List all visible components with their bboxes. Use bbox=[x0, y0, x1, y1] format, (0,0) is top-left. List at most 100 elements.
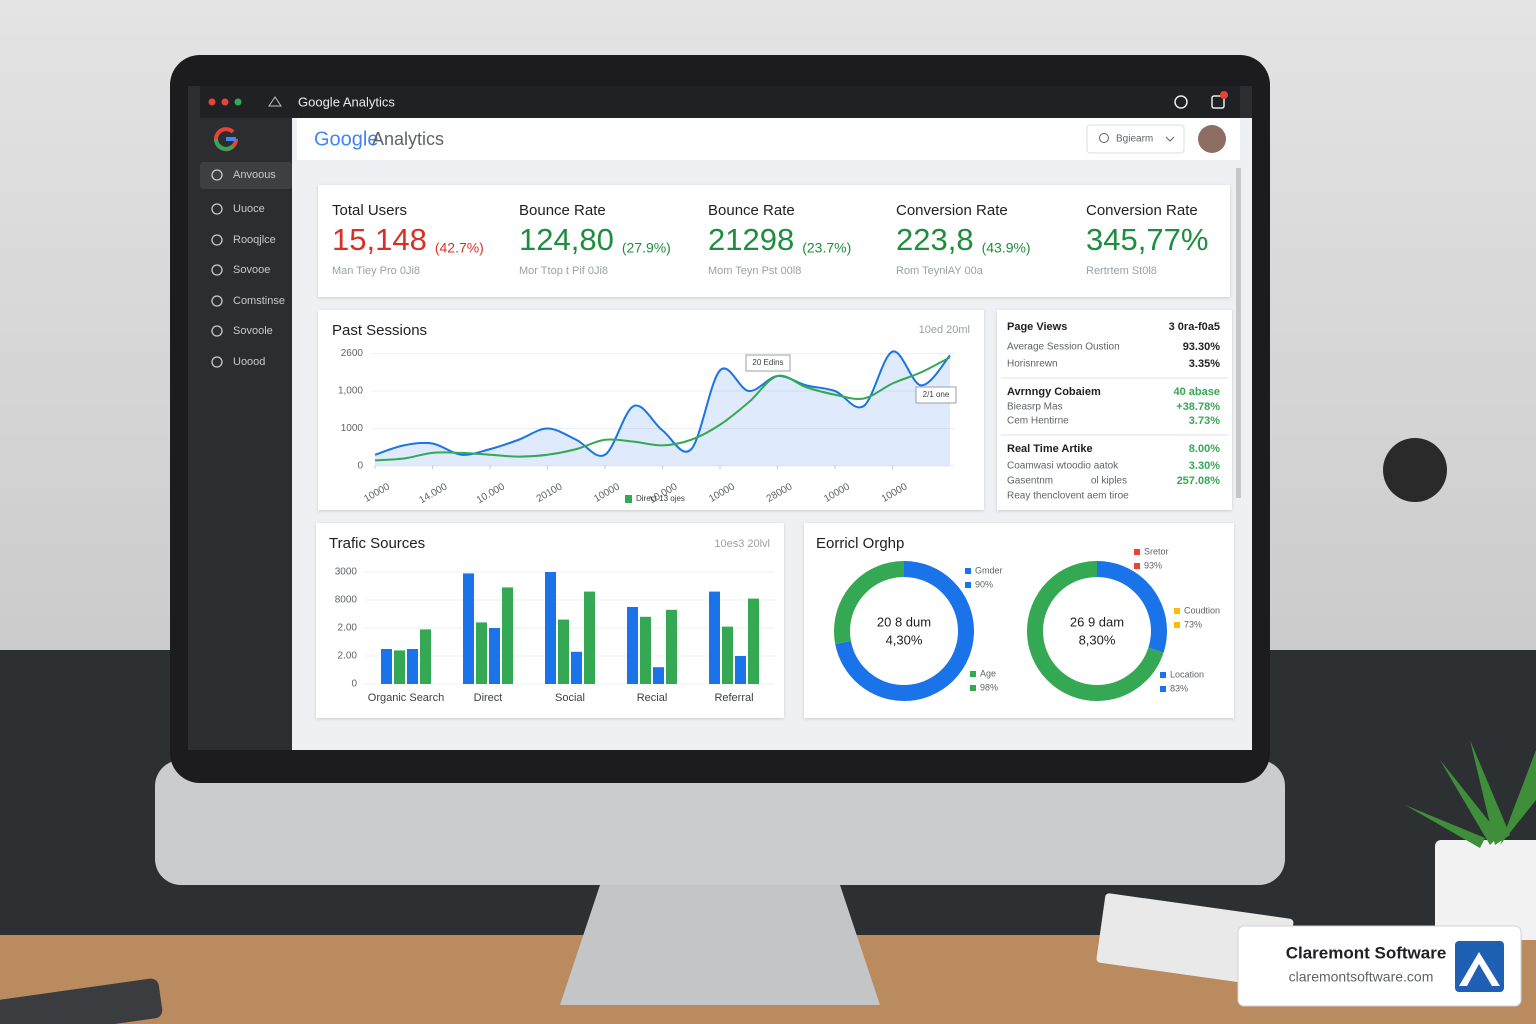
bar bbox=[709, 591, 720, 684]
bar bbox=[558, 619, 569, 684]
stat-value: 257.08% bbox=[1177, 475, 1221, 487]
window-dot[interactable] bbox=[208, 98, 216, 106]
search-icon bbox=[1099, 133, 1109, 143]
x-tick-label: Direct bbox=[474, 692, 503, 704]
lamp bbox=[1383, 438, 1447, 502]
stat-label: Coamwasi wtoodio aatok bbox=[1007, 461, 1119, 472]
legend-label: Age bbox=[980, 668, 996, 678]
legend-label: Location bbox=[1170, 669, 1204, 679]
leaf bbox=[1470, 740, 1510, 845]
stat-value: 3.30% bbox=[1189, 460, 1220, 472]
leaf bbox=[1440, 760, 1500, 845]
chart-range: 10ed 20ml bbox=[919, 324, 970, 336]
chart-title: Past Sessions bbox=[332, 322, 427, 339]
stat-value: +38.78% bbox=[1176, 401, 1220, 413]
stat-value: 3.73% bbox=[1189, 415, 1220, 427]
legend-swatch bbox=[965, 582, 971, 588]
donut-center: 26 9 dam bbox=[1070, 614, 1124, 629]
bar bbox=[407, 649, 418, 684]
bar bbox=[502, 587, 513, 684]
sessions-card bbox=[318, 310, 984, 510]
pot bbox=[1435, 840, 1536, 940]
bar bbox=[571, 651, 582, 684]
bar bbox=[666, 609, 677, 684]
leaf bbox=[1500, 750, 1536, 845]
monitor-chin bbox=[155, 760, 1285, 885]
sidebar-item[interactable]: Sovoole bbox=[233, 325, 273, 337]
avatar[interactable] bbox=[1198, 125, 1226, 153]
stat-label: Avrnngy Cobaiem bbox=[1007, 386, 1101, 398]
legend-swatch bbox=[1134, 563, 1140, 569]
sidebar-item[interactable]: Comstinse bbox=[233, 295, 285, 307]
y-tick-label: 1000 bbox=[341, 423, 364, 434]
home-icon[interactable] bbox=[268, 96, 282, 107]
chart-range: 10es3 20lvl bbox=[714, 538, 770, 550]
annotation: 20 Edins bbox=[752, 358, 783, 367]
annotation-box bbox=[915, 386, 957, 404]
stat-value: 8.00% bbox=[1189, 443, 1220, 455]
stat-value: 93.30% bbox=[1183, 341, 1221, 353]
legend-swatch bbox=[625, 495, 632, 503]
legend-share: 90% bbox=[975, 579, 993, 589]
donut-segment bbox=[1027, 561, 1167, 701]
x-tick-label: Referral bbox=[714, 692, 753, 704]
search-box[interactable] bbox=[1086, 124, 1185, 154]
stat-label: Gasentnm bbox=[1007, 476, 1053, 487]
sidebar-icon bbox=[211, 325, 223, 337]
settings-icon[interactable] bbox=[1174, 95, 1188, 109]
g-arc bbox=[214, 138, 235, 151]
y-tick-label: 2600 bbox=[341, 348, 364, 359]
legend-swatch bbox=[970, 671, 976, 677]
logo: Google bbox=[314, 128, 379, 150]
sidebar-item[interactable]: Sovooe bbox=[233, 264, 270, 276]
annotation: 2/1 one bbox=[923, 390, 950, 399]
y-tick-label: 0 bbox=[357, 461, 363, 472]
kpi-label: Bounce Rate bbox=[708, 202, 795, 219]
bar bbox=[545, 572, 556, 684]
kpi-value: 15,148 bbox=[332, 222, 427, 257]
header bbox=[297, 118, 1240, 160]
badge-brand: Claremont Software bbox=[1286, 943, 1447, 962]
notification-badge bbox=[1220, 91, 1228, 99]
kpi-note: Mor Ttop t Pif 0Ji8 bbox=[519, 265, 608, 277]
stat-label: Real Time Artike bbox=[1007, 443, 1093, 455]
sidebar-item[interactable]: Uuoce bbox=[233, 203, 265, 215]
y-tick-label: 2.00 bbox=[338, 623, 358, 634]
stat-detail: ol kiples bbox=[1091, 476, 1127, 487]
product-name: Analytics bbox=[372, 129, 444, 149]
kpi-label: Conversion Rate bbox=[896, 202, 1008, 219]
bar bbox=[722, 626, 733, 684]
y-tick-label: 2.00 bbox=[338, 651, 358, 662]
bar bbox=[394, 650, 405, 684]
sidebar-item[interactable]: Anvoous bbox=[233, 169, 276, 181]
stats-card bbox=[997, 310, 1232, 510]
bar bbox=[584, 591, 595, 684]
series-line bbox=[374, 356, 951, 462]
badge bbox=[1237, 925, 1522, 1007]
legend-swatch bbox=[1174, 622, 1180, 628]
title-bar bbox=[200, 86, 1240, 118]
window-dot[interactable] bbox=[234, 98, 242, 106]
legend-share: 93% bbox=[1144, 560, 1162, 570]
bar bbox=[627, 607, 638, 684]
leaf bbox=[1405, 805, 1485, 848]
stat-label: Horisnrewn bbox=[1007, 359, 1058, 370]
kpi-change: (43.9%) bbox=[982, 240, 1031, 256]
bar bbox=[420, 629, 431, 684]
notification-icon[interactable] bbox=[1211, 95, 1225, 109]
bar bbox=[381, 649, 392, 684]
chart-title: Trafic Sources bbox=[329, 535, 425, 552]
sidebar-item[interactable]: Rooqjlce bbox=[233, 234, 276, 246]
stat-value: 3.35% bbox=[1189, 358, 1220, 370]
g-logo bbox=[214, 127, 239, 152]
kpi-value: 223,8 bbox=[896, 222, 974, 257]
x-tick-label: Social bbox=[555, 692, 585, 704]
stat-value: 40 abase bbox=[1174, 386, 1220, 398]
bar bbox=[748, 598, 759, 684]
chart-title: Eorricl Orghp bbox=[816, 535, 904, 552]
sidebar-item[interactable]: Uoood bbox=[233, 356, 265, 368]
window-dot[interactable] bbox=[221, 98, 229, 106]
kpi-change: (23.7%) bbox=[802, 240, 851, 256]
donut-center: 4,30% bbox=[886, 632, 923, 647]
